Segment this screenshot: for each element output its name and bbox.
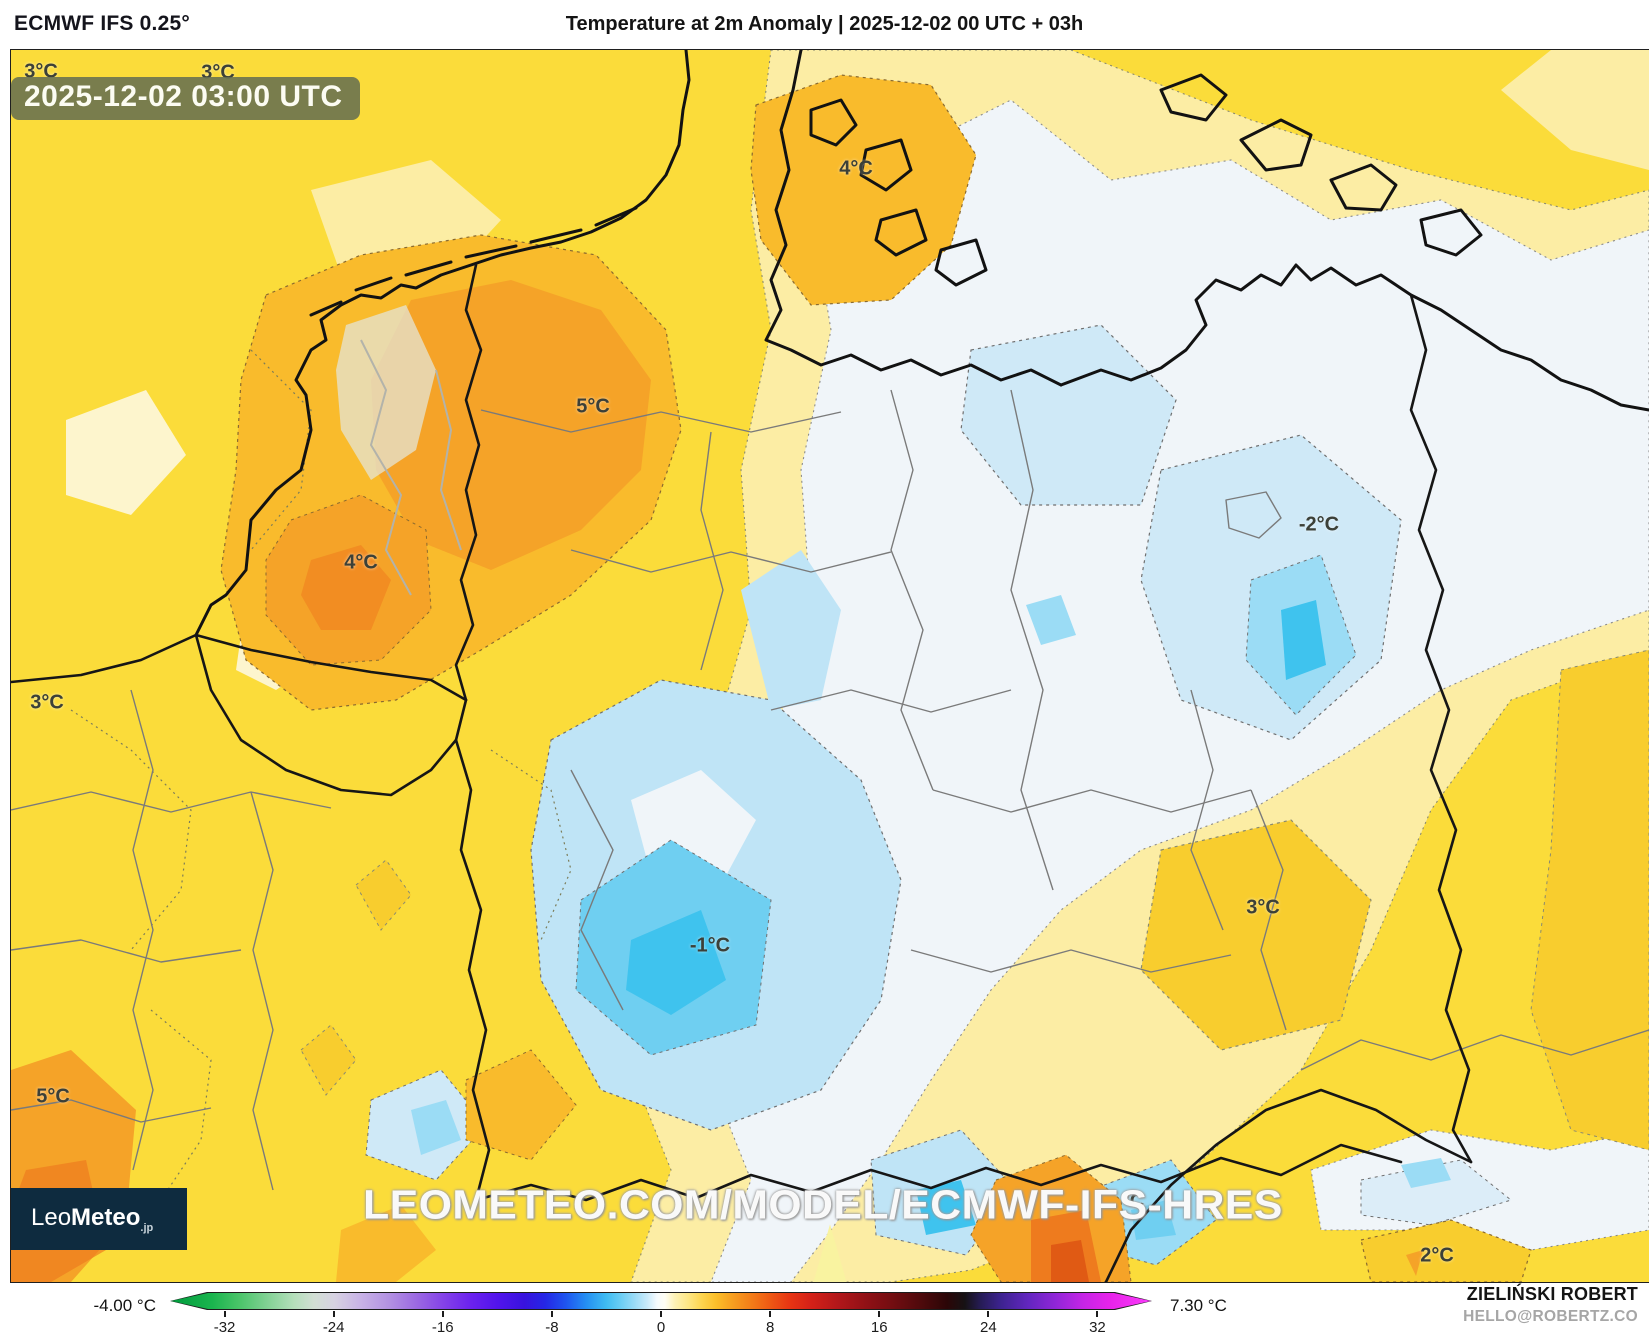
region-warm-se-patch <box>1140 819 1372 1051</box>
region-cool-alpine-e-core <box>1131 1200 1176 1240</box>
footer-bar: -4.00 °C -32 -24 -16 -8 0 8 16 24 32 7.30 °C ZIE… <box>0 1283 1649 1338</box>
sun-icon <box>813 1224 847 1282</box>
colorbar-tick-mark <box>223 1311 226 1317</box>
region-warm-2c <box>1360 1219 1532 1282</box>
region-cool-ne <box>960 324 1177 506</box>
colorbar-tick-mark <box>550 1311 553 1317</box>
header-bar: ECMWF IFS 0.25° Temperature at 2m Anomal… <box>0 0 1649 49</box>
region-warm-right-edge <box>1530 649 1649 1151</box>
leometeo-logo: LeoMeteo.jp <box>11 1188 847 1282</box>
map-temp-label: 2°C <box>1420 1244 1454 1267</box>
credit-email: HELLO@ROBERTZ.CO <box>1463 1308 1638 1325</box>
colorbar-tick-mark <box>441 1311 444 1317</box>
colorbar-tick-label: -8 <box>545 1319 559 1336</box>
colorbar-gradient <box>171 1293 1151 1309</box>
map-temp-label: 3°C <box>1246 896 1280 919</box>
region-warm-be-core <box>301 545 391 630</box>
region-warm-diamond2 <box>300 1024 357 1096</box>
colorbar-min-label: -4.00 °C <box>93 1296 156 1315</box>
colorbar: -32 -24 -16 -8 0 8 16 24 32 <box>170 1292 1152 1336</box>
colorbar-tick-label: 0 <box>656 1319 666 1336</box>
region-warm-diamond1 <box>355 859 412 931</box>
map-temp-label: -2°C <box>1298 513 1340 536</box>
region-cool-minus2-deep <box>1281 600 1326 680</box>
timestamp-overlay: 2025-12-02 03:00 UTC <box>11 77 360 120</box>
map-temp-label: 4°C <box>344 551 378 574</box>
region-warm-s1 <box>465 1049 577 1161</box>
region-warm-bc-deep <box>1051 1240 1089 1282</box>
page-title: Temperature at 2m Anomaly | 2025-12-02 0… <box>565 13 1084 35</box>
contour-lines <box>70 349 572 1201</box>
colorbar-tick-label: 32 <box>1089 1319 1106 1336</box>
region-cool-alpine-w-core <box>916 1180 976 1235</box>
region-warm-2c-orange <box>1406 1250 1423 1276</box>
map-frame: 3°C 3°C 4°C 5°C 4°C 3°C -2°C -1°C 3°C 5°C °C 2°C LE… <box>10 49 1649 1283</box>
region-warm-nl-core <box>371 280 651 570</box>
region-warm-denmark <box>750 74 977 306</box>
coastlines <box>194 50 1649 637</box>
map-temp-label: °C <box>1121 1190 1145 1213</box>
rivers <box>360 339 462 596</box>
colorbar-tick-label: -16 <box>431 1319 454 1336</box>
colorbar-tick-mark <box>1096 1311 1099 1317</box>
region-pale-nw2 <box>66 390 186 515</box>
map-temp-label: -1°C <box>689 934 731 957</box>
colorbar-tick-mark <box>987 1311 990 1317</box>
anomaly-map-graphic <box>11 50 1649 1282</box>
map-temp-label: 5°C <box>576 395 610 418</box>
colorbar-tick-mark <box>332 1311 335 1317</box>
region-cool-central-finger <box>741 550 841 710</box>
watermark: LEOMETEO.COM/MODEL/ECMWF-IFS-HRES <box>363 1181 1283 1228</box>
region-cool-se-inner <box>1360 1159 1513 1226</box>
country-borders <box>11 263 1473 1282</box>
colorbar-tick-mark <box>660 1311 662 1317</box>
colorbar-tick-label: 24 <box>979 1319 997 1336</box>
region-warm-s2 <box>336 1205 436 1282</box>
colorbar-tick-mark <box>769 1311 772 1317</box>
region-cool-se-cyan <box>1401 1158 1451 1188</box>
colorbar-tick-label: 16 <box>870 1319 888 1336</box>
map-temp-label: 3°C <box>30 691 64 714</box>
region-pale-corner <box>1501 50 1649 170</box>
model-label: ECMWF IFS 0.25° <box>14 12 190 35</box>
colorbar-tick-label: -24 <box>322 1319 345 1336</box>
region-cool-sw-core <box>411 1100 461 1155</box>
region-cool-central-deep <box>626 910 726 1015</box>
admin-borders <box>11 389 1649 1191</box>
logo-text: LeoMeteo.jp <box>31 1204 154 1234</box>
colorbar-tick-mark <box>878 1311 881 1317</box>
colorbar-tick-label: 8 <box>765 1319 775 1336</box>
colorbar-max-label: 7.30 °C <box>1170 1296 1227 1315</box>
map-temp-label: 5°C <box>36 1085 70 1108</box>
credit-name: ZIELIŃSKI ROBERT <box>1466 1284 1638 1304</box>
map-temp-label: 4°C <box>839 157 873 180</box>
colorbar-tick-label: -32 <box>213 1319 236 1336</box>
region-cool-spot-small <box>1026 595 1076 645</box>
